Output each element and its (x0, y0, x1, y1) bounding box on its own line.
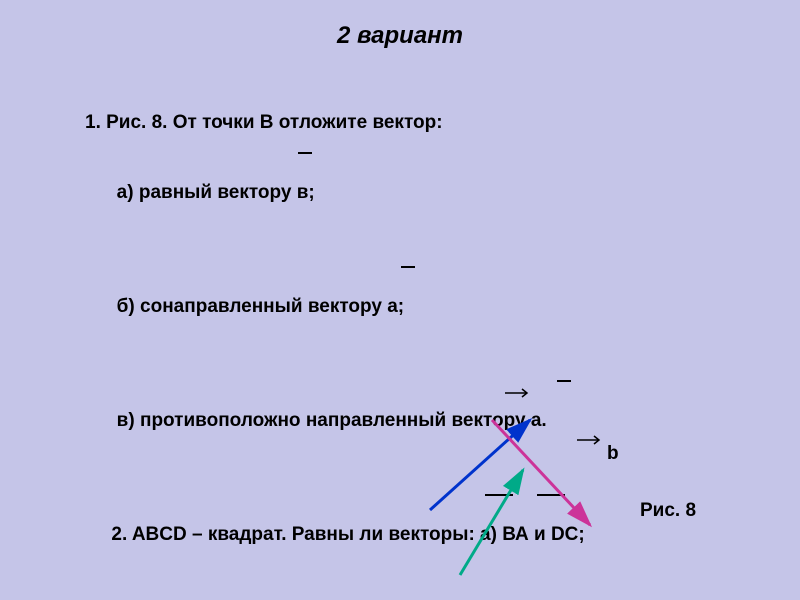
vector-diagram (0, 0, 800, 600)
vector-b (492, 420, 590, 525)
vector-c (460, 470, 523, 575)
vector-a (430, 420, 530, 510)
